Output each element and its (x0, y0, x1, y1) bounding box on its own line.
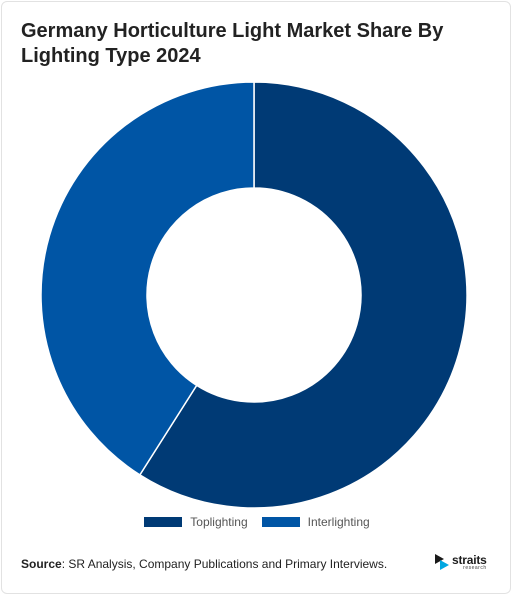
legend-label-interlighting: Interlighting (307, 515, 370, 529)
straits-logo-icon (435, 554, 449, 570)
source-note: Source: SR Analysis, Company Publication… (21, 557, 387, 571)
source-label: Source (21, 557, 62, 571)
chart-legend: Toplighting Interlighting (0, 515, 514, 529)
straits-research-logo[interactable]: straits research (435, 551, 495, 573)
legend-label-toplighting: Toplighting (190, 515, 248, 529)
legend-swatch-interlighting (261, 517, 300, 527)
donut-slice-interlighting[interactable] (40, 81, 255, 476)
legend-item-toplighting[interactable]: Toplighting (144, 515, 248, 529)
logo-word: straits (452, 552, 487, 567)
source-text: : SR Analysis, Company Publications and … (61, 557, 388, 571)
logo-subtext: research (463, 564, 487, 571)
chart-title: Germany Horticulture Light Market Share … (21, 20, 444, 67)
legend-item-interlighting[interactable]: Interlighting (261, 515, 370, 529)
legend-swatch-toplighting (144, 517, 183, 527)
donut-slice-toplighting[interactable] (138, 81, 468, 509)
